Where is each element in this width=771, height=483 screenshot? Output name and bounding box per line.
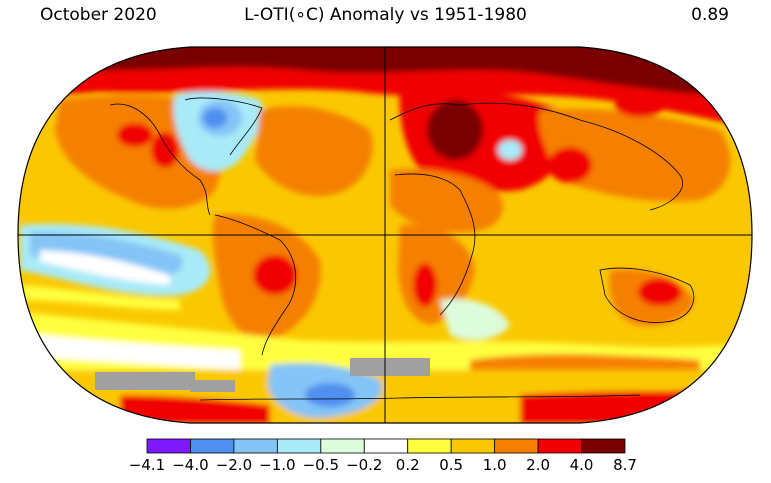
colorbar-tick-label: −0.2: [346, 456, 382, 474]
no-data-region: [350, 358, 430, 376]
colorbar-tick-label: −2.0: [216, 456, 252, 474]
map-border: [17, 46, 753, 424]
colorbar-bin: [190, 438, 235, 454]
colorbar-tick-label: −0.5: [303, 456, 339, 474]
colorbar-bin: [537, 438, 582, 454]
colorbar-bin: [276, 438, 322, 454]
colorbar-bin: [581, 438, 626, 454]
colorbar-tick-label: 1.0: [483, 456, 507, 474]
colorbar-bin: [363, 438, 409, 454]
global-mean-value: 0.89: [691, 5, 729, 25]
map-title: L-OTI(∘C) Anomaly vs 1951-1980: [244, 5, 527, 25]
colorbar-bin: [320, 438, 365, 454]
colorbar-bin: [146, 438, 191, 454]
date-label: October 2020: [40, 5, 157, 25]
colorbar-bin: [407, 438, 452, 454]
colorbar-tick-label: −4.0: [172, 456, 208, 474]
colorbar-bin: [494, 438, 539, 454]
colorbar-tick-label: −1.0: [259, 456, 295, 474]
no-data-region: [190, 380, 235, 392]
coastlines: [109, 97, 695, 401]
colorbar-tick-label: 0.2: [396, 456, 420, 474]
colorbar-tick-label: 2.0: [526, 456, 550, 474]
colorbar-tick-label: 0.5: [439, 456, 463, 474]
colorbar-tick-label: 8.7: [613, 456, 637, 474]
anomaly-field: [18, 47, 752, 423]
colorbar-tick-label: 4.0: [570, 456, 594, 474]
colorbar-bin: [450, 438, 496, 454]
colorbar-bin: [233, 438, 278, 454]
colorbar-tick-label: −4.1: [129, 456, 165, 474]
no-data-region: [95, 372, 195, 390]
